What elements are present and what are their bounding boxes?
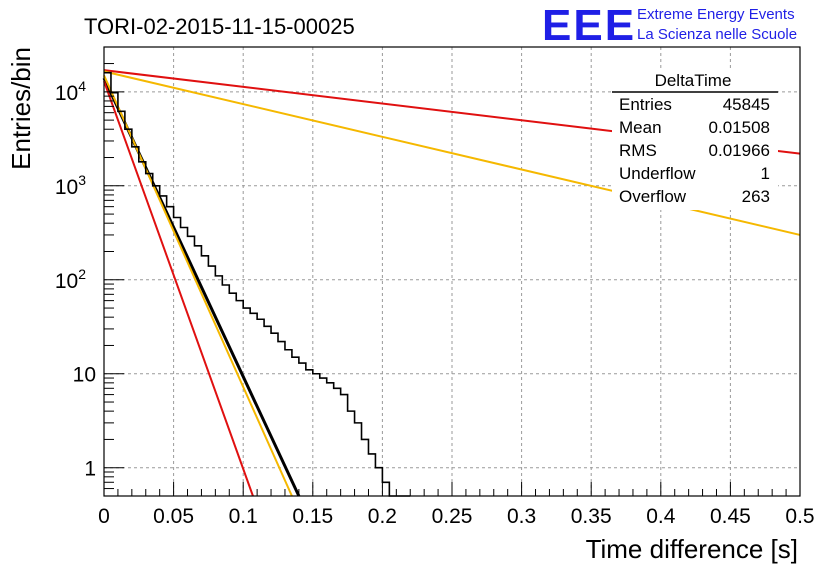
- stats-row-label: Underflow: [619, 164, 696, 183]
- x-tick-label: 0.1: [229, 505, 258, 528]
- fit-curve-4: [103, 74, 293, 497]
- y-axis-label: Entries/bin: [6, 47, 36, 170]
- histogram: [104, 71, 411, 497]
- chart-title: TORI-02-2015-11-15-00025: [84, 14, 355, 39]
- x-tick-label: 0.4: [646, 505, 676, 528]
- stats-row-label: Entries: [619, 95, 672, 114]
- eee-logo-mark: EEE: [542, 1, 636, 50]
- stats-row-value: 45845: [723, 95, 770, 114]
- stats-row-value: 263: [742, 187, 770, 206]
- stats-row-value: 0.01966: [709, 141, 770, 160]
- grid: [104, 47, 800, 496]
- x-tick-label: 0.05: [153, 505, 194, 528]
- x-tick-labels: 0 0.05 0.1 0.15 0.2 0.25 0.3 0.35 0.4 0.45 0.5: [98, 505, 814, 528]
- x-tick-label: 0.25: [432, 505, 473, 528]
- y-tick-label: 103: [55, 172, 86, 199]
- x-tick-label: 0.2: [368, 505, 397, 528]
- stats-row-label: RMS: [619, 141, 657, 160]
- x-tick-label: 0: [98, 505, 110, 528]
- x-tick-label: 0.15: [292, 505, 333, 528]
- y-tick-label: 102: [55, 266, 86, 293]
- y-tick-label: 10: [73, 364, 96, 387]
- fit-curve-5: [103, 80, 254, 497]
- x-tick-label: 0.45: [710, 505, 751, 528]
- eee-logo-line2: La Scienza nelle Scuole: [637, 26, 797, 43]
- eee-logo: EEE Extreme Energy Events La Scienza nel…: [542, 1, 797, 50]
- y-tick-label: 104: [55, 78, 86, 105]
- x-tick-label: 0.3: [507, 505, 536, 528]
- y-tick-labels: 1 10 102 103 104: [55, 78, 96, 481]
- x-tick-label: 0.35: [571, 505, 612, 528]
- stats-rows: Entries 45845 Mean 0.01508 RMS 0.01966 Underfl…: [619, 95, 770, 206]
- stats-row-value: 0.01508: [709, 118, 770, 137]
- stats-row-label: Mean: [619, 118, 662, 137]
- eee-logo-line1: Extreme Energy Events: [637, 6, 795, 23]
- stats-box: DeltaTime Entries 45845 Mean 0.01508 RMS 0.01…: [612, 68, 778, 210]
- stats-row-value: 1: [761, 164, 770, 183]
- x-axis-label: Time difference [s]: [586, 534, 798, 564]
- histogram-outline: [104, 71, 411, 497]
- axis-ticks: [103, 46, 801, 496]
- stats-row-label: Overflow: [619, 187, 687, 206]
- y-tick-label: 1: [84, 458, 96, 481]
- x-tick-label: 0.5: [785, 505, 814, 528]
- stats-title: DeltaTime: [655, 71, 732, 90]
